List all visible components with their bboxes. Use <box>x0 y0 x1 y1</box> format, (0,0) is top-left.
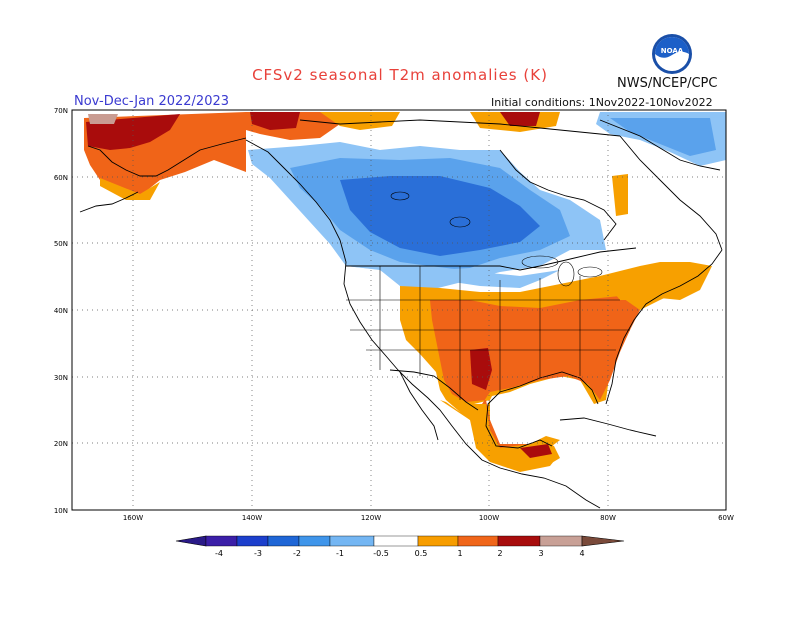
colorbar-label: -3 <box>254 549 262 558</box>
season-label: Nov-Dec-Jan 2022/2023 <box>74 94 230 109</box>
canada-cool-strong <box>340 176 540 256</box>
alaska-extreme-area <box>88 114 118 124</box>
lat-tick-label: 30N <box>54 374 68 382</box>
hudson-hot-area <box>500 112 540 126</box>
colorbar-segment <box>539 535 583 547</box>
colorbar-segment <box>236 535 269 547</box>
colorbar-label: 0.5 <box>415 549 428 558</box>
colorbar-label: 1 <box>457 549 462 558</box>
alaska-coast <box>87 137 247 177</box>
lat-tick-label: 20N <box>54 440 68 448</box>
southern-us-warm-moderate <box>430 296 640 460</box>
us-canada-border <box>346 247 637 271</box>
state-borders <box>346 266 630 400</box>
map-title: CFSv2 seasonal T2m anomalies (K) <box>252 66 548 84</box>
north-canada-mild-area <box>320 112 400 130</box>
atlantic-coast <box>605 249 723 405</box>
lon-tick-label: 140W <box>242 514 262 522</box>
us-mexico-border <box>389 369 479 411</box>
lat-tick-label: 50N <box>54 240 68 248</box>
colorbar-segment <box>417 535 459 547</box>
arctic-cool-moderate <box>610 118 716 156</box>
lon-tick-label: 60W <box>718 514 734 522</box>
baja-coast <box>399 371 439 441</box>
colorbar-label: 2 <box>497 549 502 558</box>
colorbar-segment <box>329 535 375 547</box>
noaa-logo: NOAA <box>652 34 692 74</box>
coastlines <box>79 119 723 509</box>
initial-conditions-label: Initial conditions: 1Nov2022-10Nov2022 <box>491 96 713 109</box>
arctic-coast <box>299 119 621 137</box>
colorbar-segment <box>373 535 419 547</box>
lon-labels: 160W 140W 120W 100W 80W 60W <box>123 514 734 522</box>
lat-tick-label: 60N <box>54 174 68 182</box>
colorbar-label: 3 <box>538 549 543 558</box>
colorbar-segment <box>205 535 238 547</box>
colorbar-high-arrow <box>581 535 625 547</box>
pacific-coast <box>245 139 601 509</box>
texas-hot-area <box>470 348 492 390</box>
lat-tick-label: 40N <box>54 307 68 315</box>
colorbar-segment <box>457 535 499 547</box>
northeast-warm-area <box>600 262 712 300</box>
agency-label: NWS/NCEP/CPC <box>617 76 718 91</box>
colorbar-low-arrow <box>175 535 207 547</box>
colorbar-label: -0.5 <box>373 549 389 558</box>
yucatan-hot-area <box>520 444 552 458</box>
lon-tick-label: 80W <box>600 514 616 522</box>
colorbar-label: -2 <box>293 549 301 558</box>
lon-tick-label: 100W <box>479 514 499 522</box>
colorbar-segment <box>298 535 331 547</box>
alaska-edge-warm <box>100 178 160 200</box>
northern-us-cool-area <box>346 262 560 288</box>
lat-tick-label: 70N <box>54 107 68 115</box>
map-frame <box>71 109 727 511</box>
labrador-coast <box>619 135 723 251</box>
colorbar-labels: -4 -3 -2 -1 -0.5 0.5 1 2 3 4 <box>215 549 585 558</box>
lon-tick-label: 120W <box>361 514 381 522</box>
greenland-coast <box>599 119 721 171</box>
map-grid <box>72 110 726 510</box>
svg-text:NOAA: NOAA <box>661 47 684 55</box>
colorbar-label: 4 <box>579 549 584 558</box>
colorbar-segment <box>267 535 300 547</box>
colorbar-label: -1 <box>336 549 344 558</box>
lon-tick-label: 160W <box>123 514 143 522</box>
lat-tick-label: 10N <box>54 507 68 515</box>
hudson-bay-coast <box>499 149 617 241</box>
anomaly-fields <box>84 112 726 472</box>
eastern-canada-mild <box>612 174 628 216</box>
north-canada-hot-area <box>250 112 300 130</box>
cuba-coast <box>559 417 657 437</box>
lakes <box>390 191 603 287</box>
mexico-mild-area <box>440 400 560 472</box>
colorbar <box>175 535 625 547</box>
colorbar-label: -4 <box>215 549 223 558</box>
colorbar-segment <box>497 535 541 547</box>
aleutian-coast <box>79 191 139 213</box>
lat-labels: 10N 20N 30N 40N 50N 60N 70N <box>54 107 68 515</box>
